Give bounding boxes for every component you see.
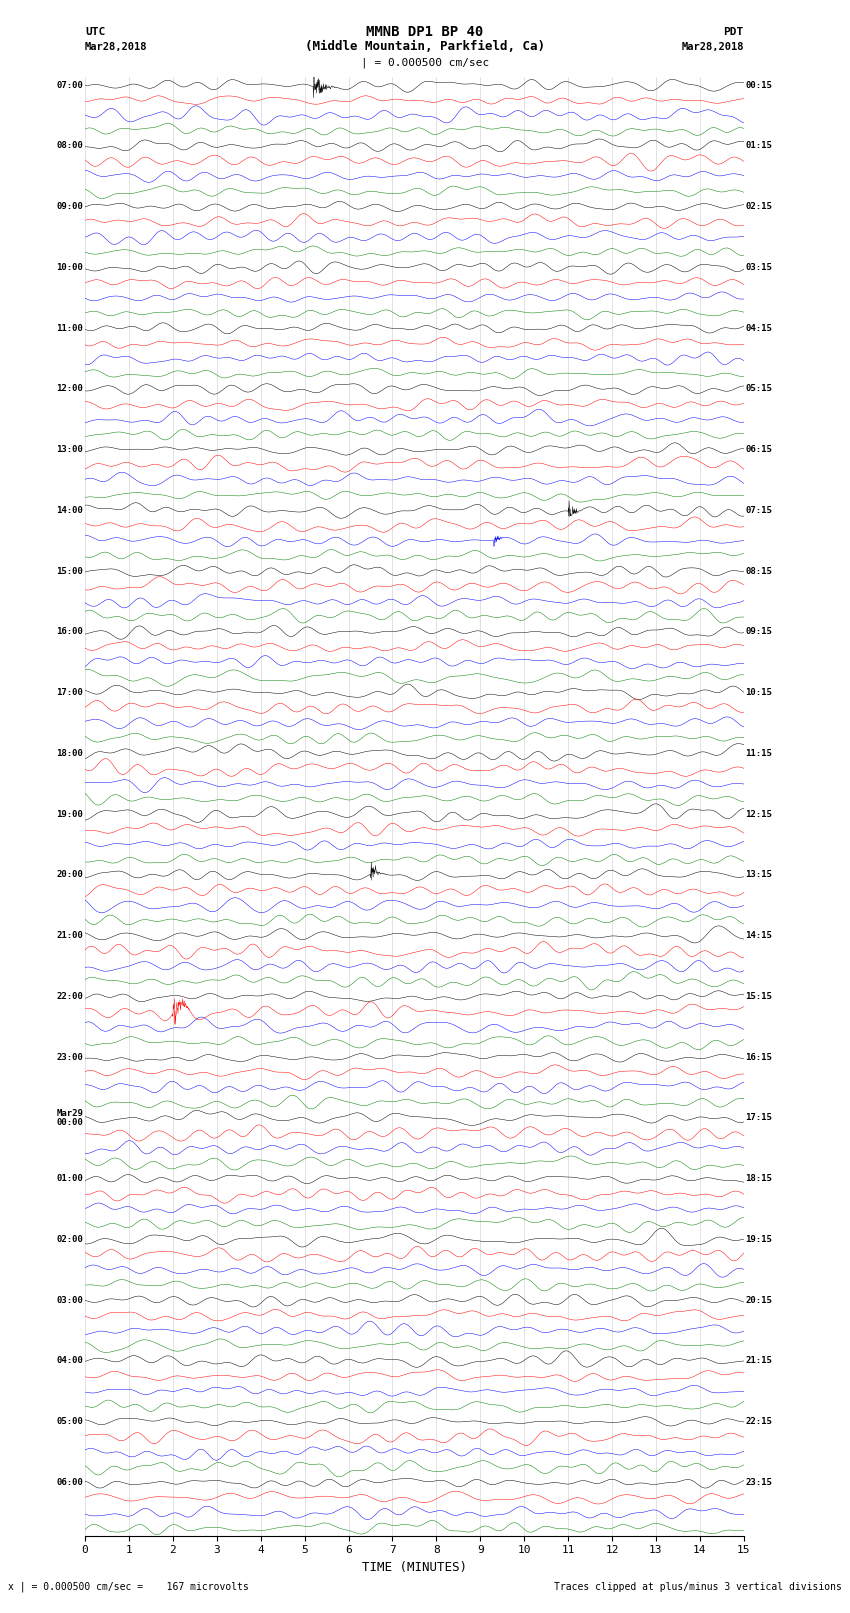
Text: 17:00: 17:00 bbox=[56, 689, 83, 697]
Text: 10:00: 10:00 bbox=[56, 263, 83, 271]
Text: 04:15: 04:15 bbox=[745, 324, 773, 332]
Text: 20:15: 20:15 bbox=[745, 1295, 773, 1305]
Text: 15:15: 15:15 bbox=[745, 992, 773, 1000]
Text: 21:00: 21:00 bbox=[56, 931, 83, 940]
Text: 06:15: 06:15 bbox=[745, 445, 773, 453]
Text: 03:15: 03:15 bbox=[745, 263, 773, 271]
Text: Mar29: Mar29 bbox=[56, 1108, 83, 1118]
Text: 11:00: 11:00 bbox=[56, 324, 83, 332]
Text: 23:00: 23:00 bbox=[56, 1053, 83, 1061]
Text: 03:00: 03:00 bbox=[56, 1295, 83, 1305]
Text: Traces clipped at plus/minus 3 vertical divisions: Traces clipped at plus/minus 3 vertical … bbox=[553, 1582, 842, 1592]
Text: 16:00: 16:00 bbox=[56, 627, 83, 636]
Text: 01:00: 01:00 bbox=[56, 1174, 83, 1182]
Text: 00:00: 00:00 bbox=[56, 1118, 83, 1127]
Text: Mar28,2018: Mar28,2018 bbox=[681, 42, 744, 52]
Text: 12:00: 12:00 bbox=[56, 384, 83, 394]
Text: 13:00: 13:00 bbox=[56, 445, 83, 453]
Text: x | = 0.000500 cm/sec =    167 microvolts: x | = 0.000500 cm/sec = 167 microvolts bbox=[8, 1582, 249, 1592]
Text: 02:00: 02:00 bbox=[56, 1236, 83, 1244]
Text: 01:15: 01:15 bbox=[745, 142, 773, 150]
Text: 18:15: 18:15 bbox=[745, 1174, 773, 1182]
Text: (Middle Mountain, Parkfield, Ca): (Middle Mountain, Parkfield, Ca) bbox=[305, 40, 545, 53]
Text: UTC: UTC bbox=[85, 27, 105, 37]
Text: 13:15: 13:15 bbox=[745, 871, 773, 879]
Text: 09:15: 09:15 bbox=[745, 627, 773, 636]
Text: 14:15: 14:15 bbox=[745, 931, 773, 940]
Text: 02:15: 02:15 bbox=[745, 202, 773, 211]
Text: 19:00: 19:00 bbox=[56, 810, 83, 818]
Text: 20:00: 20:00 bbox=[56, 871, 83, 879]
Text: 14:00: 14:00 bbox=[56, 506, 83, 515]
Text: 07:00: 07:00 bbox=[56, 81, 83, 89]
Text: 06:00: 06:00 bbox=[56, 1478, 83, 1487]
Text: | = 0.000500 cm/sec: | = 0.000500 cm/sec bbox=[361, 58, 489, 68]
Text: 08:15: 08:15 bbox=[745, 566, 773, 576]
Text: 21:15: 21:15 bbox=[745, 1357, 773, 1365]
Text: 05:15: 05:15 bbox=[745, 384, 773, 394]
Text: 17:15: 17:15 bbox=[745, 1113, 773, 1123]
Text: 18:00: 18:00 bbox=[56, 748, 83, 758]
X-axis label: TIME (MINUTES): TIME (MINUTES) bbox=[362, 1561, 467, 1574]
Text: 10:15: 10:15 bbox=[745, 689, 773, 697]
Text: 23:15: 23:15 bbox=[745, 1478, 773, 1487]
Text: 15:00: 15:00 bbox=[56, 566, 83, 576]
Text: PDT: PDT bbox=[723, 27, 744, 37]
Text: 22:00: 22:00 bbox=[56, 992, 83, 1000]
Text: 08:00: 08:00 bbox=[56, 142, 83, 150]
Text: 11:15: 11:15 bbox=[745, 748, 773, 758]
Text: MMNB DP1 BP 40: MMNB DP1 BP 40 bbox=[366, 26, 484, 39]
Text: 16:15: 16:15 bbox=[745, 1053, 773, 1061]
Text: 04:00: 04:00 bbox=[56, 1357, 83, 1365]
Text: 12:15: 12:15 bbox=[745, 810, 773, 818]
Text: 05:00: 05:00 bbox=[56, 1418, 83, 1426]
Text: 07:15: 07:15 bbox=[745, 506, 773, 515]
Text: 22:15: 22:15 bbox=[745, 1418, 773, 1426]
Text: 19:15: 19:15 bbox=[745, 1236, 773, 1244]
Text: Mar28,2018: Mar28,2018 bbox=[85, 42, 148, 52]
Text: 00:15: 00:15 bbox=[745, 81, 773, 89]
Text: 09:00: 09:00 bbox=[56, 202, 83, 211]
